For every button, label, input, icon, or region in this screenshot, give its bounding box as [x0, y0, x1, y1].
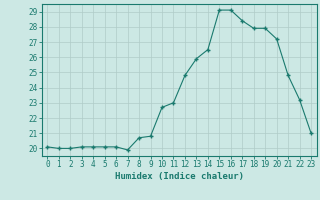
X-axis label: Humidex (Indice chaleur): Humidex (Indice chaleur) [115, 172, 244, 181]
